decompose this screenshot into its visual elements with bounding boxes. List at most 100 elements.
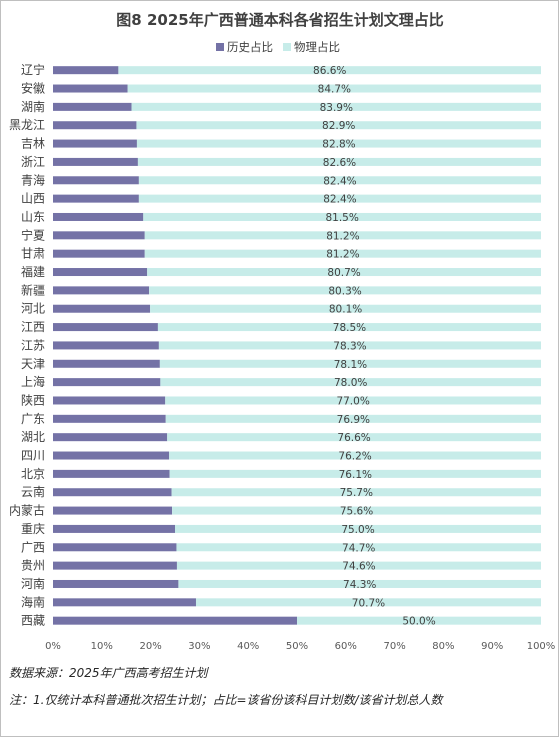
bar-row: 河南 74.3% — [21, 576, 541, 591]
data-label: 80.3% — [328, 285, 361, 297]
category-label: 西藏 — [21, 614, 45, 628]
bar-physics — [131, 102, 541, 111]
category-label: 海南 — [21, 594, 45, 609]
bar-row: 湖南 83.9% — [21, 99, 541, 114]
bar-physics — [178, 579, 541, 588]
category-label: 北京 — [21, 467, 45, 481]
bar-physics — [165, 396, 542, 405]
data-label: 74.6% — [342, 561, 375, 573]
chart-title: 图8 2025年广西普通本科各省招生计划文理占比 — [116, 11, 443, 29]
data-label: 82.9% — [322, 120, 355, 132]
bar-history — [53, 598, 196, 607]
category-label: 青海 — [21, 172, 45, 187]
bar-history — [53, 616, 297, 625]
data-label: 80.7% — [327, 267, 360, 279]
category-label: 山东 — [21, 210, 45, 224]
bar-history — [53, 304, 151, 313]
x-tick-label: 50% — [286, 641, 308, 652]
bar-history — [53, 84, 128, 93]
category-label: 江西 — [21, 320, 45, 334]
bar-physics — [157, 323, 542, 332]
category-label: 福建 — [21, 264, 45, 279]
bar-row: 辽宁 86.6% — [21, 62, 541, 77]
legend: 历史占比 物理占比 — [216, 40, 340, 54]
category-label: 天津 — [21, 357, 45, 371]
data-label: 80.1% — [329, 304, 362, 316]
data-label: 78.0% — [334, 377, 367, 389]
bar-physics — [175, 524, 541, 533]
bar-physics — [127, 84, 541, 93]
plot-area: 辽宁 86.6% 安徽 84.7% 湖南 83.9% 黑龙江 82.9% 吉林 82.8% 浙江 82… — [9, 62, 542, 628]
bar-physics — [176, 543, 542, 552]
bar-row: 青海 82.4% — [21, 172, 541, 187]
category-label: 陕西 — [21, 392, 45, 407]
category-label: 浙江 — [21, 155, 45, 169]
bar-row: 江西 78.5% — [21, 320, 542, 334]
bar-history — [53, 341, 159, 350]
bar-physics — [160, 378, 542, 387]
data-label: 81.5% — [325, 212, 358, 224]
bar-history — [53, 451, 170, 460]
legend-label: 历史占比 — [227, 40, 273, 54]
source-note: 数据来源：2025年广西高考招生计划 — [9, 666, 208, 680]
bar-history — [53, 488, 172, 497]
bar-row: 河北 80.1% — [21, 302, 541, 316]
data-label: 81.2% — [326, 249, 359, 261]
bar-history — [53, 212, 144, 221]
bar-row: 内蒙古 75.6% — [9, 503, 541, 518]
bar-row: 北京 76.1% — [21, 467, 541, 481]
category-label: 贵州 — [21, 559, 45, 573]
bar-row: 西藏 50.0% — [21, 614, 541, 628]
bar-physics — [159, 359, 541, 368]
bar-row: 黑龙江 82.9% — [9, 118, 541, 132]
bar-physics — [144, 231, 541, 240]
bar-physics — [147, 268, 541, 277]
x-tick-label: 100% — [527, 641, 556, 652]
data-label: 82.8% — [322, 139, 355, 151]
bar-physics — [144, 249, 541, 258]
bar-row: 宁夏 81.2% — [21, 227, 541, 242]
legend-swatch — [283, 43, 291, 51]
bar-physics — [169, 469, 541, 478]
bar-row: 广东 76.9% — [21, 412, 541, 426]
data-label: 82.6% — [323, 157, 356, 169]
data-label: 83.9% — [320, 102, 353, 114]
bar-physics — [195, 598, 541, 607]
category-label: 广东 — [21, 412, 45, 426]
bar-physics — [136, 139, 541, 148]
bar-history — [53, 249, 145, 258]
bar-history — [53, 543, 177, 552]
bar-row: 吉林 82.8% — [21, 137, 541, 151]
category-label: 湖南 — [21, 99, 45, 114]
bar-history — [53, 102, 132, 111]
bar-physics — [165, 414, 541, 423]
bar-history — [53, 139, 137, 148]
bar-physics — [169, 451, 542, 460]
x-tick-label: 10% — [91, 641, 113, 652]
x-tick-label: 60% — [335, 641, 357, 652]
bar-physics — [150, 304, 541, 313]
category-label: 内蒙古 — [9, 503, 45, 518]
bar-row: 山西 82.4% — [21, 192, 541, 206]
bar-physics — [149, 286, 542, 295]
data-label: 86.6% — [313, 65, 346, 77]
category-label: 重庆 — [21, 522, 45, 536]
bar-row: 云南 75.7% — [21, 484, 542, 499]
bar-physics — [138, 176, 541, 185]
x-tick-label: 90% — [481, 641, 503, 652]
bar-physics — [158, 341, 541, 350]
data-label: 78.1% — [334, 359, 367, 371]
bar-row: 陕西 77.0% — [21, 392, 542, 407]
x-axis: 0% 10% 20% 30% 40% 50% 60% 70% 80% 90% 100% — [45, 641, 555, 652]
data-label: 75.6% — [340, 506, 373, 518]
legend-swatch — [216, 43, 224, 51]
x-tick-label: 20% — [139, 641, 161, 652]
footnote: 注：1.仅统计本科普通批次招生计划；占比=该省份该科目计划数/该省计划总人数 — [9, 693, 443, 707]
category-label: 吉林 — [21, 137, 45, 151]
data-label: 81.2% — [326, 230, 359, 242]
bar-physics — [118, 66, 541, 75]
category-label: 黑龙江 — [9, 118, 45, 132]
legend-item-0: 历史占比 — [216, 40, 273, 54]
bar-row: 安徽 84.7% — [21, 81, 541, 96]
